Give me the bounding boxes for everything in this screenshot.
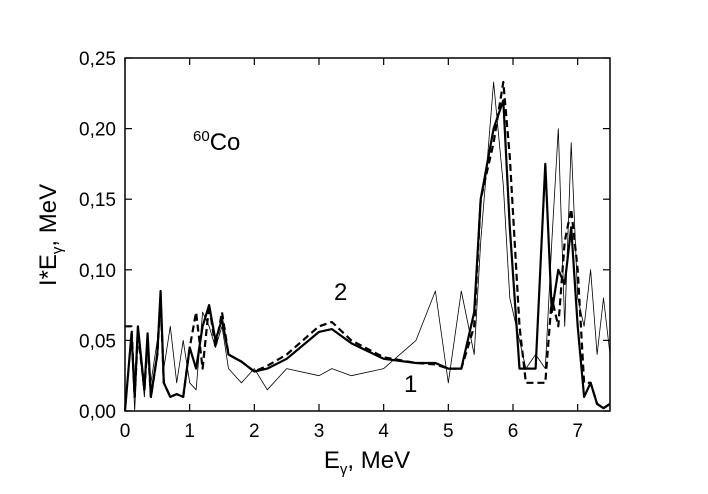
- x-tick-label: 7: [572, 421, 583, 442]
- series-line: [123, 99, 611, 412]
- isotope-label: 60Co: [193, 128, 240, 156]
- y-tick-label: 0,00: [79, 402, 116, 423]
- isotope-element: Co: [210, 129, 241, 156]
- y-tick-label: 0,20: [79, 120, 116, 141]
- plot-frame: [124, 57, 611, 412]
- y-label-rest: , MeV: [35, 184, 62, 247]
- y-label-sub: γ: [49, 246, 66, 254]
- y-label-main: I*E: [35, 254, 62, 286]
- x-tick-label: 6: [508, 421, 519, 442]
- y-tick-label: 0,15: [79, 190, 116, 211]
- x-tick-label: 1: [184, 421, 195, 442]
- x-tick-label: 0: [120, 421, 131, 442]
- y-axis-label: I*Eγ, MeV: [35, 184, 66, 286]
- y-tick-label: 0,25: [79, 49, 116, 70]
- curve-label: 1: [404, 371, 417, 398]
- curve-label: 2: [334, 279, 347, 306]
- series-line: [125, 80, 611, 410]
- y-tick-label: 0,10: [79, 261, 116, 282]
- x-axis-label: Eγ, MeV: [324, 447, 410, 478]
- isotope-mass: 60: [193, 128, 210, 145]
- y-tick-label: 0,05: [79, 331, 116, 352]
- x-tick-label: 5: [443, 421, 454, 442]
- x-label-main: E: [324, 447, 340, 474]
- x-tick-label: 3: [314, 421, 325, 442]
- x-tick-label: 2: [249, 421, 260, 442]
- x-label-sub: γ: [340, 461, 348, 478]
- x-label-rest: , MeV: [347, 447, 410, 474]
- x-tick-label: 4: [378, 421, 389, 442]
